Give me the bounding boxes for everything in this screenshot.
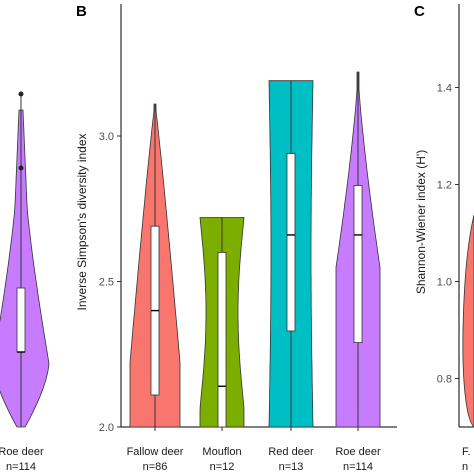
panel-b-y-tick-label: 3.0: [99, 131, 114, 143]
panel-a-category-label: Roe deer: [0, 446, 44, 458]
panel-b-x-labels: Fallow deer n=86 Mouflon n=12 Red deer n=13 Ro…: [127, 427, 381, 473]
panel-b-y-tick-label: 2.5: [99, 277, 114, 289]
panel-c-y-ticks: 0.81.01.21.41.6: [437, 83, 459, 386]
panel-b-y-tick-label: 2.0: [99, 422, 114, 434]
box-red-deer: [286, 153, 296, 332]
outlier-point: [18, 165, 24, 171]
sample-size-roe-deer: n=114: [343, 461, 373, 473]
x-label-red-deer: Red deer: [268, 446, 314, 458]
x-label-roe-deer: Roe deer: [335, 446, 381, 458]
panel-c-sample-size-label: n: [462, 461, 468, 473]
panel-b-plot-area: [129, 71, 381, 428]
panel-c-violin-fallow-deer: [462, 214, 474, 428]
panel-c-label: C: [414, 3, 425, 20]
panel-b-y-ticks: 2.0 2.5 3.0: [99, 131, 121, 434]
sample-size-red-deer: n=13: [279, 461, 304, 473]
sample-size-fallow-deer: n=86: [143, 461, 168, 473]
panel-a-plot-area: [0, 91, 50, 428]
box-mouflon: [217, 251, 227, 428]
panel-c-y-tick-label: 1.0: [437, 277, 452, 289]
panel-c-y-tick-label: 1.4: [437, 83, 452, 95]
panel-a-sample-size-label: n=114: [6, 461, 36, 473]
sample-size-mouflon: n=12: [210, 461, 235, 473]
panel-b: B Inverse Simpson's diversity index 2.02…: [75, 3, 397, 473]
box-roe-deer: [353, 185, 363, 344]
violin-roe-deer-panel-a: [0, 109, 50, 428]
panel-c-y-axis-title: Shannon-Wiener index (H'): [414, 150, 428, 294]
panel-b-label: B: [76, 3, 87, 20]
panel-c-y-tick-label: 1.2: [437, 180, 452, 192]
box-roe-deer-panel-a: [16, 287, 26, 353]
x-label-fallow-deer: Fallow deer: [127, 446, 184, 458]
panel-c: C Shannon-Wiener index (H') 0.8 1.0 1.2 1.4…: [414, 3, 474, 473]
outlier-point: [18, 91, 24, 97]
panel-b-y-axis-title: Inverse Simpson's diversity index: [75, 133, 89, 310]
panel-c-category-label: F.: [462, 446, 471, 458]
panel-c-y-tick-label: 0.8: [437, 374, 452, 386]
panel-a: Roe deer n=114: [0, 91, 50, 473]
x-label-mouflon: Mouflon: [202, 446, 241, 458]
